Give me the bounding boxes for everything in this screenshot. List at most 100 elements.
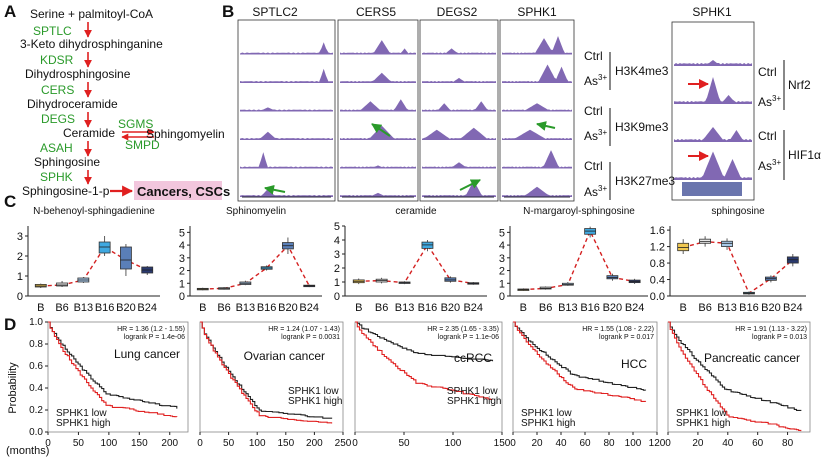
y-tick-label: 2: [334, 263, 340, 275]
x-tick-label: 20: [692, 438, 704, 449]
y-tick-label: 0: [17, 291, 23, 303]
track-signal: [502, 129, 572, 140]
panel-label-c: C: [4, 192, 16, 211]
x-tick-label: B16: [257, 302, 277, 314]
y-tick-label: 3: [179, 253, 185, 265]
x-tick-label: 40: [555, 438, 567, 449]
y-tick-label: 0.0: [650, 291, 665, 303]
x-tick-label: 20: [531, 438, 543, 449]
track-signal: [502, 64, 572, 83]
legend-low: SPHK1 low: [447, 386, 498, 397]
y-tick-label: 1.0: [29, 317, 43, 328]
km-plot: 0 50 100 150 200 250 HR = 1.24 (1.07 - 1.43)lo…: [197, 321, 352, 449]
pathway-diagram: Serine + palmitoyl-CoA SPTLC 3-Keto dihy…: [20, 7, 230, 200]
histone-mark-label: H3K27me3: [615, 174, 675, 188]
track-signal: [240, 188, 333, 197]
enzyme-sptlc: SPTLC: [33, 24, 72, 38]
y-tick-label: 1: [179, 278, 185, 290]
enzyme-cers: CERS: [41, 83, 74, 97]
x-tick-label: 40: [722, 438, 734, 449]
y-tick-label: 1.6: [650, 225, 665, 237]
box-plot: ceramide 0 1 2 3 4 5 B B6 B13 B16 B20 B24: [334, 206, 487, 314]
box: [699, 238, 711, 244]
track-signal: [240, 107, 333, 112]
y-tick-label: 1: [499, 278, 505, 290]
track-signal: [502, 150, 572, 169]
x-tick-label: 150: [277, 438, 294, 449]
enzyme-degs: DEGS: [41, 112, 75, 126]
metabolite-serine: Serine + palmitoyl-CoA: [30, 7, 153, 21]
track-signal: [240, 68, 333, 83]
track-signal: [674, 77, 752, 104]
km-curve-low: [668, 321, 802, 411]
track-column-frame: [337, 19, 419, 202]
km-ylabel: Probability: [7, 362, 19, 414]
box: [98, 241, 111, 254]
x-tick-label: 200: [306, 438, 323, 449]
x-tick-label: B6: [539, 302, 552, 314]
y-tick-label: 0.4: [650, 275, 665, 287]
x-tick-label: 0: [665, 438, 671, 449]
x-tick-label: B13: [717, 302, 737, 314]
km-curve-high: [200, 321, 333, 424]
track-row-label: Ctrl: [758, 129, 777, 143]
box: [677, 242, 690, 252]
track-signal: [422, 127, 496, 140]
x-tick-label: B20: [761, 302, 781, 314]
logrank-p: logrank P = 0.0031: [281, 334, 340, 341]
km-curve-low: [200, 321, 333, 419]
x-tick-label: B16: [739, 302, 759, 314]
x-tick-label: B24: [137, 302, 157, 314]
cancer-label: Lung cancer: [114, 347, 180, 361]
track-signal: [340, 99, 416, 112]
x-tick-label: 250: [335, 438, 352, 449]
panel-label-b: B: [222, 2, 234, 21]
cancer-label: Ovarian cancer: [244, 349, 325, 363]
x-tick-label: B6: [698, 302, 711, 314]
legend-low: SPHK1 low: [676, 408, 727, 419]
y-tick-label: 0.8: [29, 339, 43, 350]
km-plot: 0 20 40 60 80 100 120 HR = 1.55 (1.08 - 2.22)lo…: [510, 321, 666, 449]
x-tick-label: 0: [45, 438, 51, 449]
chart-title: Sphinomyelin: [226, 206, 286, 217]
x-tick-label: 100: [445, 438, 462, 449]
x-tick-label: B: [520, 302, 527, 314]
track-row-label: As3+: [584, 128, 607, 143]
y-tick-label: 3: [17, 231, 23, 243]
hazard-ratio: HR = 1.91 (1.13 - 3.22): [735, 326, 807, 333]
green-arrow: [264, 184, 286, 195]
track-signal: [502, 36, 572, 55]
track-column-title: SPHK1: [517, 5, 557, 19]
x-tick-label: 0: [510, 438, 516, 449]
x-tick-label: B24: [463, 302, 483, 314]
x-tick-label: B16: [580, 302, 600, 314]
outcome-label: Cancers, CSCs: [137, 184, 230, 199]
box: [56, 282, 68, 287]
track-signal: [240, 42, 333, 55]
legend-high: SPHK1 high: [288, 396, 342, 407]
x-tick-label: B13: [236, 302, 256, 314]
x-tick-label: B24: [783, 302, 803, 314]
tf-mark-label: HIF1α: [788, 148, 821, 162]
y-tick-label: 4: [334, 235, 340, 247]
track-signal: [674, 127, 752, 142]
logrank-p: logrank P = 1.1e-06: [438, 334, 499, 341]
y-tick-label: 5: [499, 227, 505, 239]
track-column-title: SPTLC2: [252, 5, 298, 19]
track-signal: [340, 165, 416, 169]
hazard-ratio: HR = 1.36 (1.2 - 1.55): [117, 326, 185, 333]
metabolite-dihydrosphingosine: Dihydrosphingosine: [25, 67, 131, 81]
hazard-ratio: HR = 1.55 (1.08 - 2.22): [582, 326, 654, 333]
logrank-p: logrank P = 0.017: [599, 334, 654, 341]
x-tick-label: 80: [782, 438, 794, 449]
histone-mark-label: H3K9me3: [615, 120, 669, 134]
y-tick-label: 0: [499, 291, 505, 303]
gene-annotation: [682, 182, 742, 196]
x-tick-label: B: [679, 302, 686, 314]
km-curve-high: [513, 321, 647, 402]
track-row-label: As3+: [584, 73, 607, 88]
x-tick-label: 100: [249, 438, 266, 449]
